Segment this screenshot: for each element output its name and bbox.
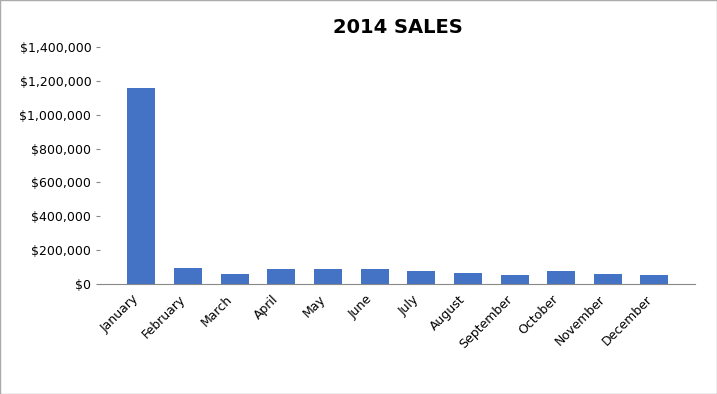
Title: 2014 SALES: 2014 SALES (333, 19, 462, 37)
Bar (174, 268, 202, 284)
Bar (314, 269, 342, 284)
Bar (547, 271, 575, 284)
Bar (128, 88, 156, 284)
Bar (454, 273, 482, 284)
Bar (221, 274, 249, 284)
Bar (361, 269, 389, 284)
Bar (407, 271, 435, 284)
Bar (500, 275, 528, 284)
Bar (267, 269, 295, 284)
Bar (594, 274, 622, 284)
Bar (640, 275, 668, 284)
